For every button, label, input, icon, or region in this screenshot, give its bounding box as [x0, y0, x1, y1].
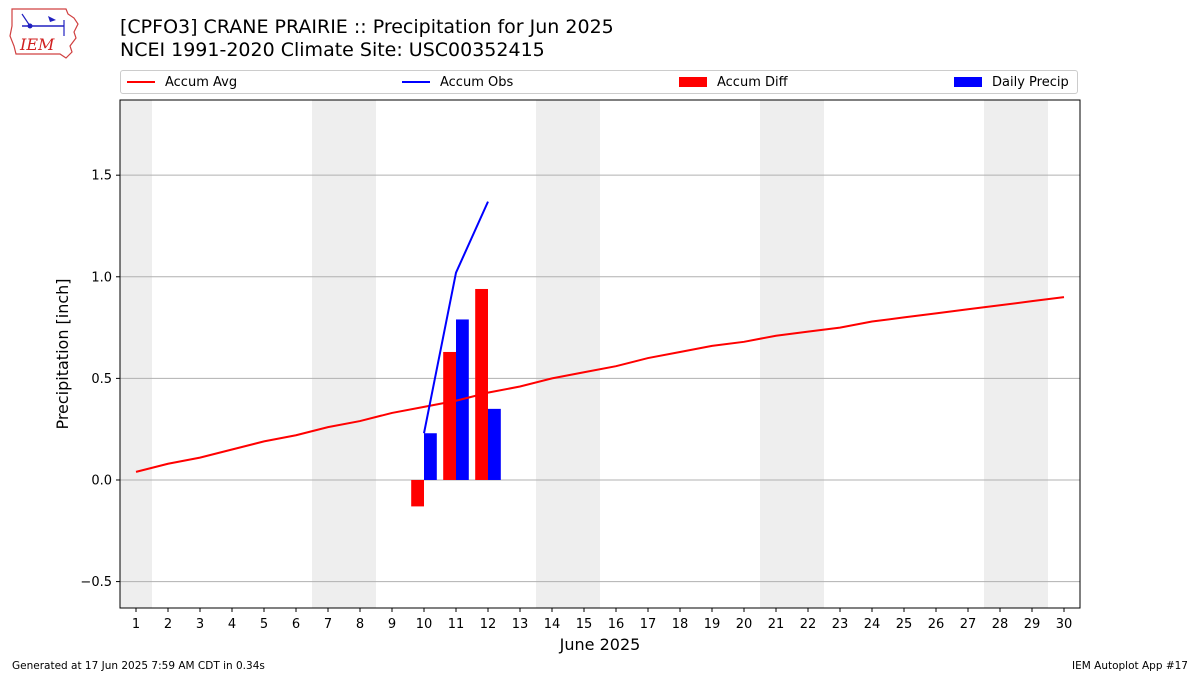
- x-tick-label: 26: [928, 617, 945, 632]
- plot-frame: [119, 99, 1081, 609]
- x-tick-label: 20: [736, 617, 753, 632]
- daily-precip-bar: [424, 433, 437, 480]
- x-tick-label: 4: [228, 617, 236, 632]
- legend-item-accum-diff: Accum Diff: [679, 71, 788, 93]
- legend-label-accum-avg: Accum Avg: [165, 74, 238, 90]
- y-axis-label: Precipitation [inch]: [53, 278, 72, 429]
- legend-swatch-accum-avg: [127, 81, 155, 83]
- y-tick-label: 0.0: [91, 473, 112, 488]
- x-tick-label: 16: [608, 617, 625, 632]
- accum-diff-bar: [443, 351, 456, 480]
- x-tick-label: 11: [448, 617, 465, 632]
- weekend-band: [120, 100, 152, 608]
- generated-timestamp: Generated at 17 Jun 2025 7:59 AM CDT in …: [12, 660, 265, 672]
- x-tick-label: 9: [388, 617, 396, 632]
- x-axis-label: June 2025: [559, 635, 641, 654]
- legend-item-accum-obs: Accum Obs: [402, 71, 513, 93]
- app-credit: IEM Autoplot App #17: [1072, 660, 1188, 672]
- accum-obs-line: [423, 201, 489, 434]
- weekend-band: [536, 100, 600, 608]
- legend-item-daily-precip: Daily Precip: [954, 71, 1069, 93]
- chart-title: [CPFO3] CRANE PRAIRIE :: Precipitation f…: [120, 16, 614, 38]
- legend-swatch-accum-diff: [679, 77, 707, 87]
- accum-diff-bar: [475, 288, 488, 480]
- y-tick-label: 1.0: [91, 270, 112, 285]
- iem-logo-icon: IEM: [9, 8, 79, 59]
- x-tick-label: 5: [260, 617, 268, 632]
- x-tick-label: 22: [800, 617, 817, 632]
- legend-label-accum-diff: Accum Diff: [717, 74, 788, 90]
- weekend-band: [984, 100, 1048, 608]
- x-tick-label: 15: [576, 617, 593, 632]
- x-tick-label: 23: [832, 617, 849, 632]
- x-tick-label: 30: [1056, 617, 1073, 632]
- x-tick-label: 1: [132, 617, 140, 632]
- x-tick-label: 13: [512, 617, 529, 632]
- weekend-band: [760, 100, 824, 608]
- x-tick-label: 29: [1024, 617, 1041, 632]
- y-tick-label: −0.5: [80, 575, 112, 590]
- x-tick-label: 25: [896, 617, 913, 632]
- x-tick-label: 17: [640, 617, 657, 632]
- y-tick-label: 1.5: [91, 169, 112, 184]
- legend-swatch-daily-precip: [954, 77, 982, 87]
- accum-diff-bar: [411, 479, 424, 507]
- y-tick-label: 0.5: [91, 372, 112, 387]
- x-tick-label: 21: [768, 617, 785, 632]
- x-tick-label: 19: [704, 617, 721, 632]
- x-tick-label: 7: [324, 617, 332, 632]
- x-tick-label: 8: [356, 617, 364, 632]
- x-tick-label: 18: [672, 617, 689, 632]
- x-tick-label: 6: [292, 617, 300, 632]
- chart-legend: Accum Avg Accum Obs Accum Diff Daily Pre…: [120, 70, 1078, 94]
- x-tick-label: 24: [864, 617, 881, 632]
- weekend-band: [312, 100, 376, 608]
- x-tick-label: 28: [992, 617, 1009, 632]
- legend-label-daily-precip: Daily Precip: [992, 74, 1069, 90]
- accum-avg-line: [135, 296, 1065, 473]
- logo-text: IEM: [19, 35, 55, 54]
- x-tick-label: 27: [960, 617, 977, 632]
- legend-swatch-accum-obs: [402, 81, 430, 83]
- chart-subtitle: NCEI 1991-2020 Climate Site: USC00352415: [120, 39, 545, 61]
- daily-precip-bar: [488, 408, 501, 480]
- legend-label-accum-obs: Accum Obs: [440, 74, 514, 90]
- legend-item-accum-avg: Accum Avg: [127, 71, 237, 93]
- x-tick-label: 10: [416, 617, 433, 632]
- x-tick-label: 3: [196, 617, 204, 632]
- x-tick-label: 14: [544, 617, 561, 632]
- x-tick-label: 12: [480, 617, 497, 632]
- x-tick-label: 2: [164, 617, 172, 632]
